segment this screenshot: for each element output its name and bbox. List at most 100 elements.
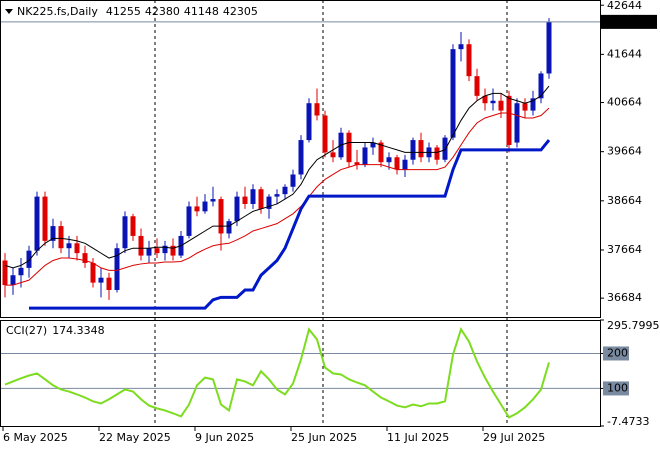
candle-body [346, 132, 352, 163]
candle-body [370, 142, 376, 148]
last-high: 42380 [145, 5, 180, 18]
y-tick-label: -7.4733 [607, 415, 649, 428]
x-tick-label: 29 Jul 2025 [483, 431, 545, 444]
candle-body [226, 221, 232, 234]
price-frame [0, 0, 601, 318]
x-tick-label: 6 May 2025 [3, 431, 68, 444]
y-tick-label: 40664 [607, 96, 642, 109]
indicator-line [5, 107, 550, 286]
y-tick-label: 36684 [607, 291, 642, 304]
candle-body [130, 216, 136, 236]
candle-body [202, 201, 208, 212]
x-tick-label: 9 Jun 2025 [195, 431, 254, 444]
x-tick-label: 22 May 2025 [99, 431, 171, 444]
menu-triangle[interactable] [5, 9, 13, 14]
candle-body [450, 49, 456, 138]
cci-frame [0, 320, 601, 427]
cci-title: CCI(27) [6, 324, 47, 337]
candle-body [98, 277, 104, 283]
candle-body [434, 147, 440, 160]
candle-body [322, 115, 328, 153]
candle-body [490, 100, 496, 104]
y-tick-label: 100 [607, 381, 628, 394]
y-tick-label: 42644 [607, 0, 642, 12]
candle-body [194, 206, 200, 212]
candle-body [170, 245, 176, 256]
candle-body [506, 95, 512, 145]
candle-body [522, 103, 528, 111]
candle-body [330, 152, 336, 158]
y-tick-label: 200 [607, 346, 628, 359]
candle-body [538, 73, 544, 99]
price-header: NK225.fs,Daily 41255 42380 41148 42305 [17, 5, 258, 18]
candle-body [418, 140, 424, 158]
cci-header: CCI(27) 174.3348 [6, 324, 105, 337]
level-label-bg [603, 346, 629, 361]
candle-body [498, 100, 504, 111]
candle-body [114, 248, 120, 290]
candle-body [162, 245, 168, 254]
candle-body [10, 275, 16, 286]
last-low: 41148 [184, 5, 219, 18]
indicator-line [4, 85, 550, 269]
candle-body [250, 189, 256, 204]
cci-line [4, 327, 550, 419]
candle-body [74, 243, 80, 254]
y-tick-label: 37664 [607, 243, 642, 256]
candle-body [146, 248, 152, 256]
candle-body [466, 44, 472, 77]
candle-body [442, 137, 448, 160]
candle-body [90, 262, 96, 283]
candle-body [378, 142, 384, 163]
candle-body [402, 159, 408, 170]
candle-body [314, 103, 320, 116]
indicator-line [29, 139, 551, 310]
candle-body [266, 196, 272, 209]
vertical-grid [154, 0, 508, 426]
candle-body [546, 21, 552, 74]
price-label-bg [601, 14, 657, 29]
candle-body [106, 277, 112, 290]
x-tick-label: 25 Jun 2025 [291, 431, 357, 444]
candle-body [354, 162, 360, 165]
candle-body [186, 206, 192, 236]
candle-body [474, 76, 480, 96]
candle-body [66, 243, 72, 249]
candle-body [122, 216, 128, 249]
candle-body [274, 194, 280, 197]
candle-body [530, 98, 536, 111]
candle-body [210, 199, 216, 202]
candle-body [2, 260, 8, 286]
candle-body [34, 196, 40, 251]
candle-body [58, 226, 64, 249]
candle-body [298, 140, 304, 175]
candle-body [386, 157, 392, 163]
y-tick-label: 38664 [607, 194, 642, 207]
current-price: 42305 [607, 15, 642, 28]
candle-body [458, 44, 464, 50]
candle-body [82, 253, 88, 263]
candle-body [410, 140, 416, 160]
candle-body [282, 186, 288, 195]
candle-body [290, 174, 296, 187]
cci-last: 174.3348 [52, 324, 105, 337]
candle-body [242, 196, 248, 204]
candle-body [482, 95, 488, 104]
y-tick-label: 295.7995 [607, 319, 660, 332]
candle-body [234, 196, 240, 222]
candle-body [258, 189, 264, 209]
y-tick-label: 41644 [607, 47, 642, 60]
candle-body [362, 147, 368, 165]
level-label-bg [603, 381, 629, 396]
candle-body [218, 199, 224, 234]
candle-body [138, 235, 144, 256]
y-tick-label: 39664 [607, 145, 642, 158]
candle-body [514, 103, 520, 143]
candle-body [154, 248, 160, 254]
symbol: NK225.fs,Daily [17, 5, 98, 18]
last-open: 41255 [106, 5, 141, 18]
candle-body [18, 267, 24, 276]
